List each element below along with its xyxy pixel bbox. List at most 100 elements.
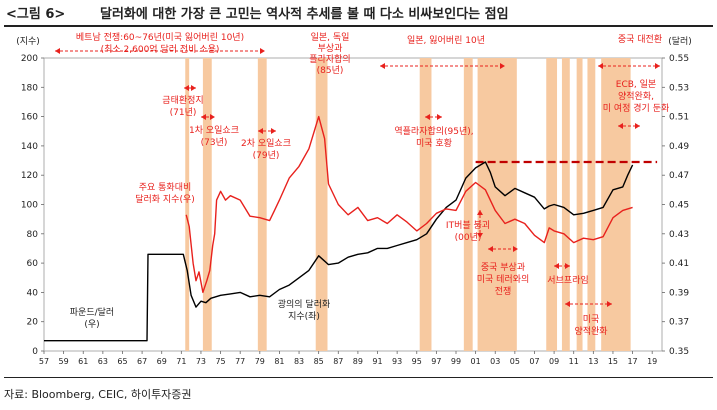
chart: 0 20 40 60 80 100 120 140 160 180 200 (지수) 0.35 0.37 0…	[16, 32, 692, 366]
left-tick-label-4: 80	[27, 230, 39, 240]
right-tick-label-8: 0.51	[669, 113, 689, 123]
annotation-plaza-3: (85년)	[317, 65, 344, 76]
left-tick-label-8: 160	[21, 113, 38, 123]
annotation-china_rise-1: 미국 테러와의	[477, 273, 530, 285]
annotation-pound-0: 파운드/달러	[70, 306, 114, 318]
x-tick-label-28: 13	[588, 357, 598, 366]
annotation-china_rise-0: 중국 부상과	[481, 262, 525, 273]
arrow-us-qe	[565, 301, 612, 307]
title-bar: <그림 6> 달러화에 대한 가장 큰 고민는 역사적 추세를 볼 때 다소 비…	[0, 0, 717, 24]
annotation-us_qe-1: 양적완화	[574, 325, 607, 337]
annotation-major-0: 주요 통화대비	[139, 182, 192, 193]
arrow-ecb	[618, 123, 640, 129]
x-tick-label-23: 03	[490, 357, 500, 366]
annotation-ecb-0: ECB, 일본	[616, 79, 656, 90]
x-tick-label-12: 81	[274, 357, 284, 366]
right-tick-label-3: 0.41	[669, 259, 689, 269]
annotation-oil2-1: (79년)	[253, 150, 280, 161]
shaded-period-3	[315, 58, 328, 351]
annotation-broad-1: 지수(좌)	[288, 311, 320, 322]
x-tick-label-22: 01	[471, 357, 481, 366]
x-tick-label-17: 91	[372, 357, 382, 366]
x-tick-label-4: 65	[117, 357, 127, 366]
arrow-oil1	[201, 114, 215, 120]
source-note: 자료: Bloomberg, CEIC, 하이투자증권	[4, 388, 192, 401]
x-tick-label-8: 73	[196, 357, 206, 366]
annotation-japan10-0: 일본, 잃어버린 10년	[407, 35, 485, 46]
annotation-oil2-0: 2차 오일쇼크	[241, 137, 291, 149]
shaded-period-0	[185, 58, 190, 351]
title-divider	[4, 25, 713, 27]
shaded-period-1	[202, 58, 212, 351]
left-tick-label-3: 60	[27, 259, 39, 269]
annotation-gold-1: (71년)	[170, 107, 197, 118]
right-tick-label-7: 0.49	[669, 142, 689, 152]
arrow-japan10	[380, 63, 505, 69]
x-tick-label-21: 99	[451, 357, 461, 366]
right-tick-label-10: 0.55	[669, 54, 689, 64]
x-tick-label-5: 67	[137, 357, 147, 366]
right-axis-label: (달러)	[668, 35, 692, 47]
arrow-china-rise	[488, 246, 518, 252]
x-tick-label-7: 71	[176, 357, 186, 366]
annotation-gold-0: 금태환정지	[162, 94, 203, 106]
right-tick-label-6: 0.47	[669, 171, 689, 181]
x-tick-label-26: 09	[549, 357, 559, 366]
x-tick-label-24: 05	[510, 357, 520, 366]
annotation-reverse_plaza-1: 미국 호황	[416, 138, 452, 149]
left-tick-label-9: 180	[21, 83, 38, 93]
source-divider	[4, 377, 713, 378]
x-tick-label-15: 87	[333, 357, 343, 366]
arrow-reverse-plaza	[425, 114, 442, 120]
shaded-period-4	[419, 58, 432, 351]
arrow-gold	[184, 85, 196, 91]
annotation-major-1: 달러화 지수(우)	[135, 193, 195, 205]
annotation-plaza-2: 플라자합의	[309, 54, 350, 65]
shaded-period-8	[561, 58, 570, 351]
x-tick-label-0: 57	[39, 357, 49, 366]
annotation-reverse_plaza-0: 역플라자합의(95년),	[394, 126, 473, 137]
shaded-period-11	[601, 58, 631, 351]
annotation-pound-1: (우)	[84, 319, 99, 330]
x-tick-label-1: 59	[59, 357, 69, 366]
arrow-vietnam	[55, 48, 265, 54]
annotation-us_qe-0: 미국	[583, 314, 600, 325]
shaded-period-6	[477, 58, 517, 351]
annotation-plaza-1: 부상과	[318, 43, 343, 54]
arrow-china	[598, 63, 660, 69]
left-tick-label-5: 100	[21, 201, 38, 211]
x-tick-label-19: 95	[412, 357, 422, 366]
annotation-oil1-0: 1차 오일쇼크	[189, 124, 239, 136]
shaded-period-10	[587, 58, 596, 351]
right-tick-label-4: 0.43	[669, 230, 689, 240]
x-tick-label-9: 75	[215, 357, 225, 366]
x-tick-label-13: 83	[294, 357, 304, 366]
x-tick-label-27: 11	[569, 357, 579, 366]
right-tick-label-9: 0.53	[669, 83, 689, 93]
left-tick-label-0: 0	[32, 347, 38, 357]
right-tick-label-5: 0.45	[669, 201, 689, 211]
left-tick-label-6: 120	[21, 171, 38, 181]
right-tick-label-2: 0.39	[669, 288, 689, 298]
series-line-1	[185, 115, 633, 294]
figure-title: 달러화에 대한 가장 큰 고민는 역사적 추세를 볼 때 다소 비싸보인다는 점…	[100, 7, 509, 22]
arrow-it	[477, 210, 483, 238]
x-tick-label-16: 89	[353, 357, 363, 366]
x-tick-label-2: 61	[78, 357, 88, 366]
arrow-oil2	[258, 128, 276, 134]
annotation-china_rise-2: 전쟁	[495, 286, 512, 297]
x-tick-label-25: 07	[529, 357, 539, 366]
annotation-broad-0: 광의의 달러화	[278, 298, 331, 310]
annotation-ecb-1: 양적완화,	[618, 90, 654, 102]
x-tick-label-6: 69	[157, 357, 167, 366]
annotation-vietnam-0: 베트남 전쟁:60~76년(미국 잃어버린 10년)	[76, 32, 244, 43]
x-tick-label-18: 93	[392, 357, 402, 366]
x-tick-label-31: 19	[647, 357, 657, 366]
left-tick-label-2: 40	[27, 288, 39, 298]
arrow-subprime	[554, 263, 570, 269]
annotation-vietnam-1: (최소 2,600억 달러 전비 소용)	[101, 43, 220, 55]
figure-number: <그림 6>	[6, 7, 66, 22]
annotation-china-0: 중국 대전환	[618, 33, 662, 45]
left-tick-label-1: 20	[27, 318, 39, 328]
annotation-plaza-0: 일본, 독일	[311, 32, 350, 43]
